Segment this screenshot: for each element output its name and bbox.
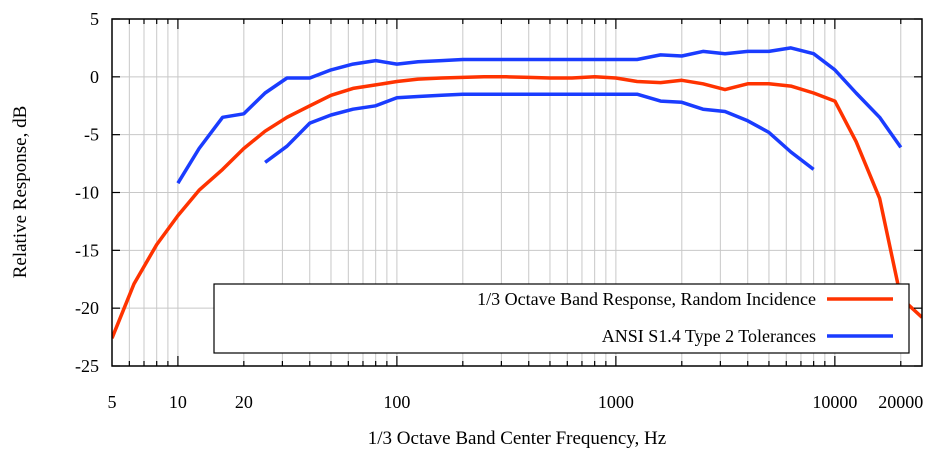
legend-label-response: 1/3 Octave Band Response, Random Inciden… xyxy=(477,289,816,309)
x-tick-label: 10000 xyxy=(812,392,857,412)
series-line-tolerance-upper xyxy=(176,46,903,185)
plot-series xyxy=(112,46,922,339)
legend-label-tolerances: ANSI S1.4 Type 2 Tolerances xyxy=(602,326,816,346)
y-tick-label: -15 xyxy=(75,240,99,260)
axis-ticks xyxy=(112,18,922,367)
y-tick-label: -10 xyxy=(75,183,99,203)
x-tick-label: 5 xyxy=(108,392,117,412)
x-tick-label: 20000 xyxy=(878,392,923,412)
x-tick-label: 1000 xyxy=(598,392,634,412)
y-tick-label: -20 xyxy=(75,298,99,318)
x-axis-tick-labels: 5 10 20 100 1000 10000 20000 xyxy=(108,392,924,412)
y-tick-label: 0 xyxy=(90,67,99,87)
legend-box xyxy=(213,283,910,354)
y-tick-label: -5 xyxy=(84,125,99,145)
x-axis-title: 1/3 Octave Band Center Frequency, Hz xyxy=(368,428,666,449)
y-axis-title: Relative Response, dB xyxy=(10,106,31,279)
series-line-tolerance-lower xyxy=(264,92,815,171)
x-tick-label: 20 xyxy=(235,392,253,412)
series-line-response xyxy=(112,75,922,339)
y-tick-label: 5 xyxy=(90,9,99,29)
x-tick-label: 100 xyxy=(383,392,410,412)
y-tick-label: -25 xyxy=(75,356,99,376)
legend: 1/3 Octave Band Response, Random Inciden… xyxy=(213,283,910,354)
x-tick-label: 10 xyxy=(169,392,187,412)
y-axis-tick-labels: 5 0 -5 -10 -15 -20 -25 xyxy=(75,9,99,376)
